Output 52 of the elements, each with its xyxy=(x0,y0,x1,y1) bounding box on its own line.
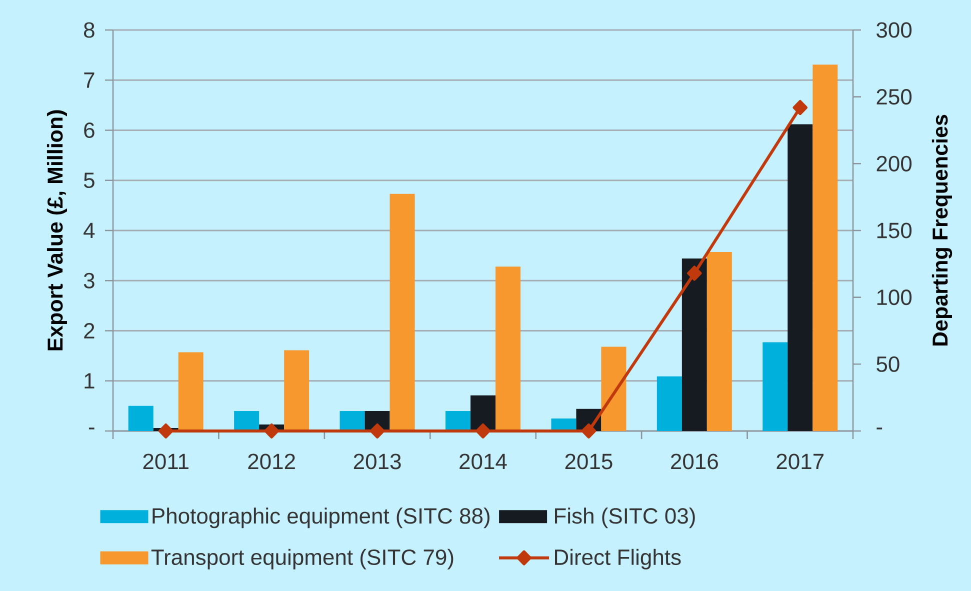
y2-tick-label: - xyxy=(876,428,882,430)
y-tick-label: 7 xyxy=(84,72,94,88)
bar xyxy=(446,410,470,431)
bar xyxy=(234,410,260,431)
y2-tick-label: 150 xyxy=(877,222,912,238)
bar xyxy=(340,410,365,431)
y-tick-label: 1 xyxy=(84,373,94,388)
bar xyxy=(470,395,496,431)
bar xyxy=(178,352,204,431)
y-tick-label: 6 xyxy=(84,122,94,138)
x-tick-label: 2013 xyxy=(354,454,401,470)
point xyxy=(370,423,385,438)
x-tick-label: 2014 xyxy=(460,454,507,470)
y-tick-label: 4 xyxy=(84,222,95,238)
bar xyxy=(128,406,154,431)
y-tick-label: 8 xyxy=(84,22,94,38)
point xyxy=(687,266,702,281)
legend-label: Fish (SITC 03) xyxy=(555,508,695,528)
point xyxy=(581,423,596,438)
bar xyxy=(601,346,626,431)
legend-label: Direct Flights xyxy=(555,548,681,570)
x-tick-label: 2011 xyxy=(143,454,188,470)
point xyxy=(476,423,490,438)
y2-tick-label: 50 xyxy=(876,356,900,372)
y2-tick-label: 100 xyxy=(877,290,912,306)
bar xyxy=(682,258,707,431)
y-tick-label: 5 xyxy=(84,172,94,188)
x-tick-label: 2016 xyxy=(671,454,718,470)
y-axis-title: Export Value (£, Million) xyxy=(46,110,68,350)
y2-axis-title: Departing Frequencies xyxy=(932,114,952,346)
bar xyxy=(284,350,310,431)
bar xyxy=(762,342,788,431)
y2-tick-label: 200 xyxy=(876,156,912,172)
y-tick-label: - xyxy=(88,428,94,430)
bar xyxy=(706,252,732,431)
point xyxy=(264,423,279,438)
x-tick-label: 2017 xyxy=(776,454,824,470)
y-tick-label: 2 xyxy=(84,323,94,338)
bar xyxy=(812,64,838,431)
legend-label: Photographic equipment (SITC 88) xyxy=(152,508,490,528)
y-tick-label: 3 xyxy=(84,272,94,288)
legend-label: Transport equipment (SITC 79) xyxy=(151,548,454,570)
bar xyxy=(788,124,813,431)
bar xyxy=(390,194,415,431)
x-tick-label: 2012 xyxy=(248,454,295,470)
y2-tick-label: 300 xyxy=(876,22,912,38)
x-tick-label: 2015 xyxy=(565,454,612,470)
bar xyxy=(496,266,520,431)
point xyxy=(792,100,808,116)
y2-tick-label: 250 xyxy=(876,89,912,105)
point xyxy=(158,423,174,438)
bar xyxy=(656,376,682,431)
